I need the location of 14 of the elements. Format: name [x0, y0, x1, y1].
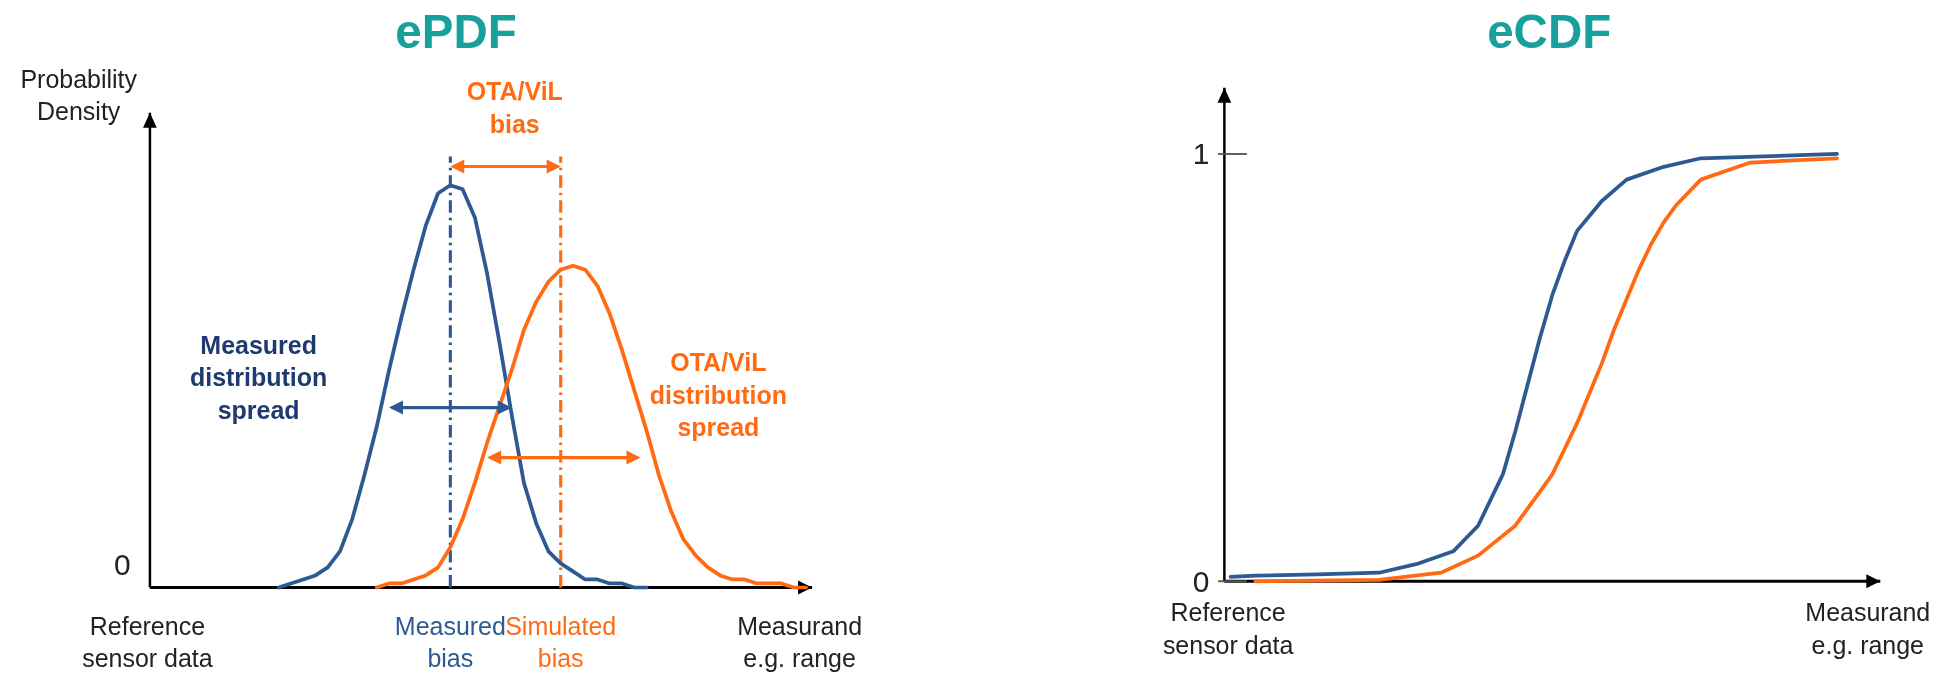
annotation: Measured distribution spread — [189, 330, 328, 424]
text: 0 — [114, 548, 131, 582]
x-tick-label: Measured bias — [394, 611, 506, 673]
x-tick-label: Simulated bias — [505, 611, 617, 673]
text: Reference sensor data — [82, 611, 213, 673]
y-axis-title: Probability Density — [20, 64, 138, 126]
text: OTA/ViL bias — [466, 77, 563, 138]
text: Reference sensor data — [1162, 598, 1294, 659]
y-tick-label: 1 — [1192, 137, 1210, 171]
x-axis-title: Measurand e.g. range — [737, 611, 863, 673]
x-axis-title: Measurand e.g. range — [1805, 598, 1931, 659]
chart-title: ePDF — [395, 4, 517, 58]
annotation: OTA/ViL distribution spread — [649, 348, 788, 442]
chart-title: eCDF — [1487, 4, 1612, 58]
